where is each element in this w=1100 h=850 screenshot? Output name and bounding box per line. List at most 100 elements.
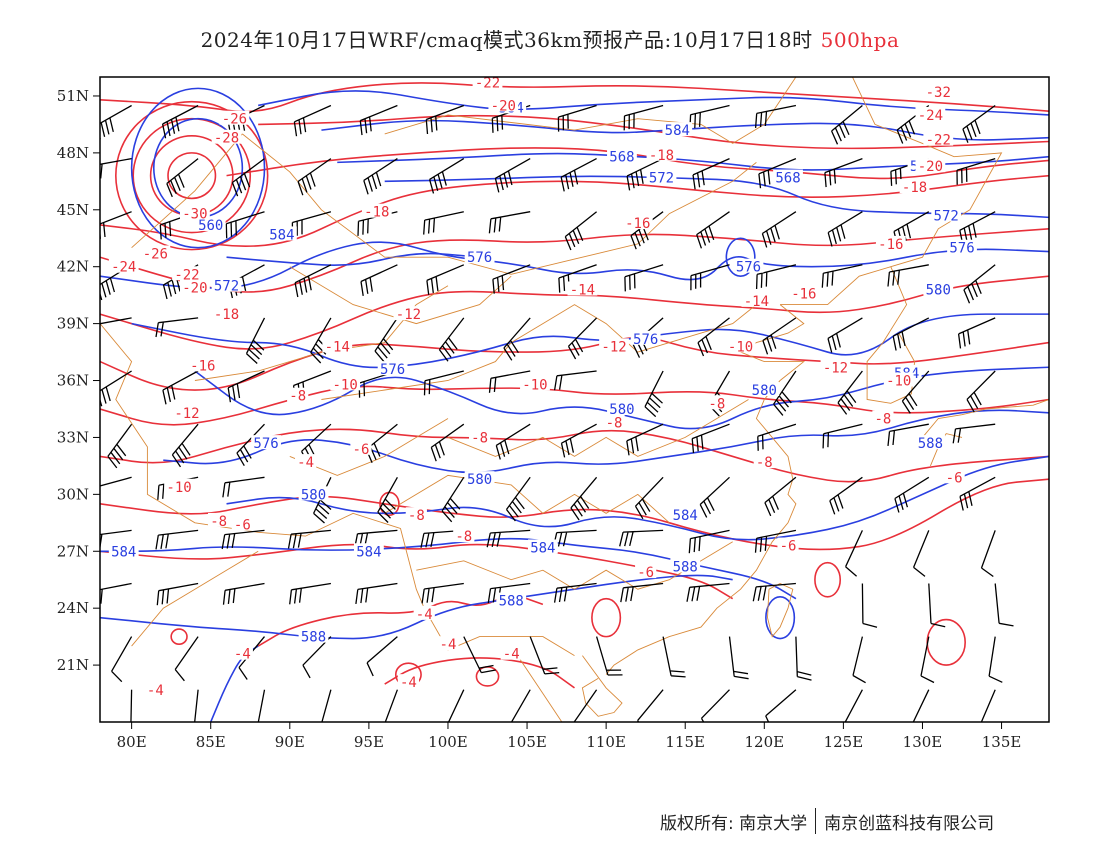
wind-barb (824, 157, 863, 188)
wind-barb (227, 370, 265, 403)
height-contour-label: 576 (736, 260, 761, 276)
lat-tick-label: 21N (57, 656, 89, 674)
wind-barb (529, 636, 560, 675)
wind-barb (795, 636, 812, 681)
contour-label-mask (453, 528, 475, 543)
wind-barb (155, 317, 199, 338)
temperature-contour-label: -12 (396, 307, 421, 323)
contour-label-mask (670, 558, 701, 573)
wind-barb (174, 636, 199, 682)
wind-barb (426, 264, 465, 295)
boundary-line (131, 133, 243, 249)
wind-barb (222, 476, 265, 498)
wind-barb (626, 158, 664, 191)
wind-barb (764, 476, 797, 517)
temperature-contour-label: -6 (637, 565, 654, 581)
boundary-line (605, 304, 806, 675)
title-main: 2024年10月17日WRF/cmaq模式36km预报产品:10月17日18时 (200, 28, 813, 52)
wind-barb (492, 264, 531, 294)
wind-barb (697, 317, 730, 357)
height-isohypse-ring (130, 87, 266, 249)
wind-barb (626, 423, 664, 456)
wind-barb (755, 264, 797, 290)
temperature-contour-label: -8 (210, 514, 227, 530)
lon-tick-label: 115E (665, 733, 705, 751)
temperature-contour-label: -16 (878, 237, 903, 253)
wind-barb (558, 264, 597, 293)
temperature-contour-label: -10 (886, 374, 911, 390)
contour-label-mask (496, 592, 527, 607)
wind-barb (829, 476, 863, 515)
height-contour-label: 576 (467, 250, 492, 266)
temperature-isotherm-ring (149, 135, 234, 217)
wind-barb (837, 370, 863, 415)
contour-label-mask (180, 205, 210, 220)
wind-barb (765, 689, 797, 722)
contour-label-mask (140, 245, 171, 260)
contour-label-mask (330, 376, 361, 391)
wind-barb (980, 530, 996, 578)
temperature-contour-label: -18 (649, 148, 674, 164)
wind-barb (222, 582, 265, 605)
height-contour-label: 580 (467, 472, 492, 488)
wind-barb (289, 582, 332, 605)
wind-barb (100, 317, 132, 325)
contour-label-mask (437, 636, 459, 651)
wind-barb (845, 530, 863, 577)
boundary-line (447, 399, 749, 457)
lon-tick-label: 95E (354, 733, 384, 751)
contour-label-mask (622, 215, 653, 230)
temperature-contour-label: -20 (918, 159, 943, 175)
lat-tick-label: 33N (57, 428, 89, 446)
boundary-line (289, 266, 512, 325)
temperature-contour-label: -20 (491, 98, 516, 114)
wind-barb (321, 689, 332, 722)
contour-label-mask (464, 471, 495, 486)
contour-label-mask (413, 605, 435, 620)
wind-barb (887, 264, 929, 287)
lon-tick-label: 110E (586, 733, 626, 751)
contour-label-mask (353, 543, 384, 558)
wind-barb (231, 158, 265, 197)
contour-label-mask (211, 277, 242, 292)
lat-tick-label: 48N (57, 144, 89, 162)
wind-barb (752, 582, 796, 602)
wind-barb (425, 104, 465, 135)
contour-label-mask (405, 507, 427, 522)
wind-barb (159, 211, 199, 240)
footer-separator (815, 808, 817, 834)
temperature-contour-label: -26 (143, 246, 168, 262)
contour-label-mask (108, 258, 139, 273)
contour-label-mask (931, 207, 962, 222)
lon-tick-label: 85E (196, 733, 226, 751)
wind-barb (619, 529, 664, 547)
contour-label-mask (603, 414, 625, 429)
temperature-contour-label: -8 (408, 508, 425, 524)
wind-barb (494, 158, 531, 193)
contour-label-mask (469, 429, 491, 444)
wind-barb (624, 264, 664, 292)
contour-label-mask (208, 512, 230, 527)
wind-barb (287, 529, 331, 549)
contour-label-mask (397, 674, 420, 689)
wind-barb (662, 636, 686, 678)
wind-barb (171, 423, 199, 468)
temperature-contour-label: -12 (174, 406, 199, 422)
wind-barb (194, 689, 199, 722)
lon-tick-label: 100E (428, 733, 468, 751)
contour-label-mask (915, 158, 946, 173)
contour-label-mask (393, 306, 424, 321)
height-contour-label: 588 (918, 436, 943, 452)
wind-barb (957, 317, 996, 349)
contour-label-mask (923, 84, 954, 99)
height-contour-label: 576 (380, 362, 405, 378)
boundary-line (767, 583, 794, 638)
wind-barb (428, 158, 465, 194)
contour-label-mask (733, 258, 764, 273)
temperature-contour-label: -8 (708, 396, 725, 412)
temperature-contour-label: -18 (902, 180, 927, 196)
contour-label-mask (706, 395, 728, 410)
wind-barb (959, 211, 996, 245)
temperature-contour-label: -16 (190, 358, 215, 374)
wind-barb (692, 158, 730, 190)
